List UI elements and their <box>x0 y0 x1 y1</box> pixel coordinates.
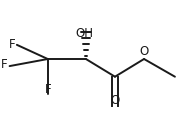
Text: F: F <box>1 58 8 71</box>
Text: F: F <box>8 38 15 51</box>
Text: OH: OH <box>75 27 93 40</box>
Text: O: O <box>139 45 149 58</box>
Text: O: O <box>110 94 120 107</box>
Text: F: F <box>45 83 51 96</box>
